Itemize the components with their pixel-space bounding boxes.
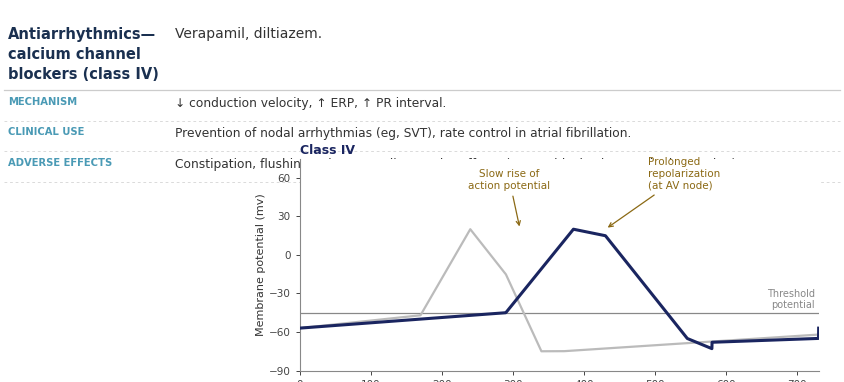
Text: Class IV: Class IV [300, 144, 354, 157]
Text: Constipation, flushing, edema, cardiovascular effects (HF, AV block, sinus node : Constipation, flushing, edema, cardiovas… [175, 158, 740, 171]
Text: calcium channel: calcium channel [8, 47, 141, 62]
Text: Prevention of nodal arrhythmias (eg, SVT), rate control in atrial fibrillation.: Prevention of nodal arrhythmias (eg, SVT… [175, 127, 631, 140]
Text: CLINICAL USE: CLINICAL USE [8, 127, 84, 137]
Text: Prolonged
repolarization
(at AV node): Prolonged repolarization (at AV node) [609, 157, 720, 227]
Text: MECHANISM: MECHANISM [8, 97, 77, 107]
Text: Slow rise of
action potential: Slow rise of action potential [468, 169, 550, 225]
Text: ADVERSE EFFECTS: ADVERSE EFFECTS [8, 158, 112, 168]
Text: Threshold
potential: Threshold potential [767, 288, 815, 310]
Text: Verapamil, diltiazem.: Verapamil, diltiazem. [175, 27, 322, 41]
Text: Antiarrhythmics—: Antiarrhythmics— [8, 27, 156, 42]
Y-axis label: Membrane potential (mv): Membrane potential (mv) [256, 193, 266, 336]
Text: blockers (class IV): blockers (class IV) [8, 67, 159, 82]
Text: ↓ conduction velocity, ↑ ERP, ↑ PR interval.: ↓ conduction velocity, ↑ ERP, ↑ PR inter… [175, 97, 446, 110]
